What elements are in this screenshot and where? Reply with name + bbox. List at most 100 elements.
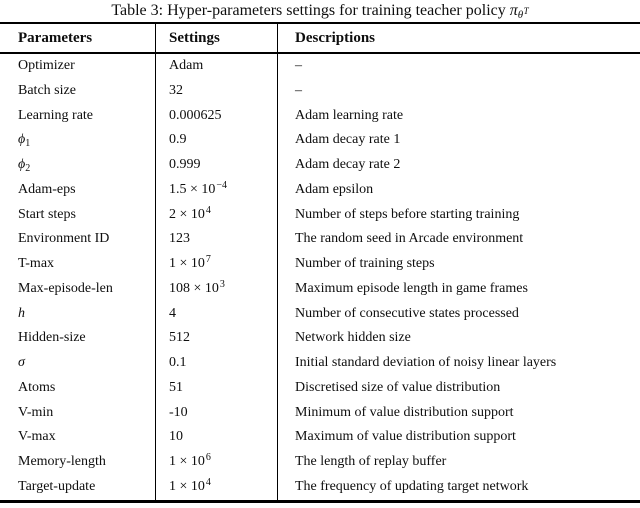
table-row: Learning rate 0.000625 Adam learning rat…: [0, 103, 640, 129]
caption-text: Table 3: Hyper-parameters settings for t…: [111, 2, 510, 19]
setting-value: 123: [169, 231, 190, 247]
setting-value: 10: [169, 429, 183, 445]
parameter-name: σ: [18, 355, 25, 371]
setting-cell: 32: [155, 78, 277, 104]
pi-symbol: π: [509, 2, 518, 19]
setting-cell: 1.5 × 10−4: [155, 177, 277, 203]
parameter-name: Adam-eps: [18, 181, 76, 197]
parameter-cell: V-max: [0, 425, 155, 450]
description-cell: Number of steps before starting training: [277, 202, 640, 228]
setting-value: 1 × 10: [169, 479, 205, 495]
parameter-name: Memory-length: [18, 454, 106, 470]
parameter-name: ϕ: [18, 132, 26, 148]
setting-cell: 0.1: [155, 351, 277, 376]
parameter-name: Environment ID: [18, 231, 110, 247]
table-row: Hidden-size 512 Network hidden size: [0, 326, 640, 352]
parameter-cell: Max-episode-len: [0, 277, 155, 302]
setting-value: 32: [169, 82, 183, 98]
parameter-name: Max-episode-len: [18, 280, 113, 296]
description-cell: Adam epsilon: [277, 177, 640, 203]
description-cell: The length of replay buffer: [277, 450, 640, 476]
table-row: ϕ1 0.9 Adam decay rate 1: [0, 128, 640, 154]
theta-subscript: θ: [517, 9, 524, 21]
setting-cell: 1 × 107: [155, 252, 277, 277]
description-cell: Initial standard deviation of noisy line…: [277, 351, 640, 376]
description-cell: –: [277, 54, 640, 79]
description-cell: Adam learning rate: [277, 103, 640, 129]
setting-value: Adam: [169, 58, 204, 73]
setting-cell: 0.9: [155, 128, 277, 154]
table-row: ϕ2 0.999 Adam decay rate 2: [0, 153, 640, 178]
parameter-name: ϕ: [18, 157, 26, 173]
parameter-cell: T-max: [0, 252, 155, 277]
description-cell: Number of training steps: [277, 252, 640, 277]
setting-value: 1 × 10: [169, 454, 205, 470]
parameter-cell: h: [0, 302, 155, 327]
parameter-cell: Environment ID: [0, 227, 155, 252]
table-row: σ 0.1 Initial standard deviation of nois…: [0, 351, 640, 376]
parameter-name: Hidden-size: [18, 330, 86, 346]
description-cell: Adam decay rate 2: [277, 153, 640, 178]
table-row: Environment ID 123 The random seed in Ar…: [0, 227, 640, 253]
setting-value: 108 × 10: [169, 280, 219, 296]
parameter-cell: Target-update: [0, 475, 155, 500]
setting-value: 51: [169, 379, 183, 395]
table-row: Target-update 1 × 104 The frequency of u…: [0, 475, 640, 500]
setting-value: 2 × 10: [169, 206, 205, 222]
parameter-name: Batch size: [18, 82, 76, 98]
table-caption: Table 3: Hyper-parameters settings for t…: [0, 0, 640, 22]
table-header-row: Parameters Settings Descriptions: [0, 24, 640, 54]
parameter-cell: Atoms: [0, 376, 155, 401]
setting-cell: 123: [155, 227, 277, 253]
table-row: h 4 Number of consecutive states process…: [0, 301, 640, 327]
setting-cell: 1 × 104: [155, 475, 277, 500]
parameter-cell: Learning rate: [0, 104, 155, 129]
parameter-cell: Hidden-size: [0, 326, 155, 351]
setting-cell: 2 × 104: [155, 202, 277, 228]
parameter-cell: Adam-eps: [0, 178, 155, 203]
parameter-name: Target-update: [18, 479, 96, 495]
table-row: Atoms 51 Discretised size of value distr…: [0, 375, 640, 401]
parameter-cell: Batch size: [0, 79, 155, 104]
setting-cell: 0.000625: [155, 103, 277, 129]
parameter-name: Start steps: [18, 206, 76, 222]
parameter-subscript: 1: [25, 138, 31, 150]
parameter-cell: Start steps: [0, 203, 155, 228]
parameter-name: T-max: [18, 256, 55, 272]
table-row: Adam-eps 1.5 × 10−4 Adam epsilon: [0, 177, 640, 203]
hyperparameters-table: Parameters Settings Descriptions Optimiz…: [0, 22, 640, 503]
description-cell: Discretised size of value distribution: [277, 375, 640, 401]
setting-value: 1 × 10: [169, 256, 205, 272]
table-row: Batch size 32 –: [0, 78, 640, 104]
parameter-name: V-min: [18, 404, 54, 420]
setting-value: 0.1: [169, 355, 187, 371]
parameter-cell: ϕ1: [0, 128, 155, 153]
parameter-cell: V-min: [0, 401, 155, 426]
description-cell: Minimum of value distribution support: [277, 400, 640, 426]
setting-cell: 10: [155, 425, 277, 451]
setting-value: 0.999: [169, 157, 201, 173]
description-cell: Network hidden size: [277, 326, 640, 352]
description-cell: Maximum episode length in game frames: [277, 276, 640, 302]
setting-value: 512: [169, 330, 190, 346]
table-row: T-max 1 × 107 Number of training steps: [0, 252, 640, 277]
column-header-settings: Settings: [155, 24, 277, 52]
parameter-cell: σ: [0, 351, 155, 376]
table-row: Memory-length 1 × 106 The length of repl…: [0, 450, 640, 476]
setting-exponent: 4: [205, 477, 211, 489]
setting-value: -10: [169, 404, 188, 420]
parameter-name: Learning rate: [18, 107, 94, 123]
setting-value: 1.5 × 10: [169, 181, 216, 197]
parameter-name: h: [18, 305, 25, 321]
description-cell: Number of consecutive states processed: [277, 301, 640, 327]
setting-value: 0.9: [169, 132, 187, 148]
setting-value: 4: [169, 305, 176, 321]
setting-exponent: 7: [205, 254, 211, 266]
column-header-descriptions: Descriptions: [277, 24, 640, 52]
table-row: V-min -10 Minimum of value distribution …: [0, 400, 640, 426]
setting-cell: -10: [155, 400, 277, 426]
setting-cell: 108 × 103: [155, 276, 277, 302]
description-cell: The random seed in Arcade environment: [277, 227, 640, 253]
parameter-subscript: 2: [25, 163, 31, 175]
